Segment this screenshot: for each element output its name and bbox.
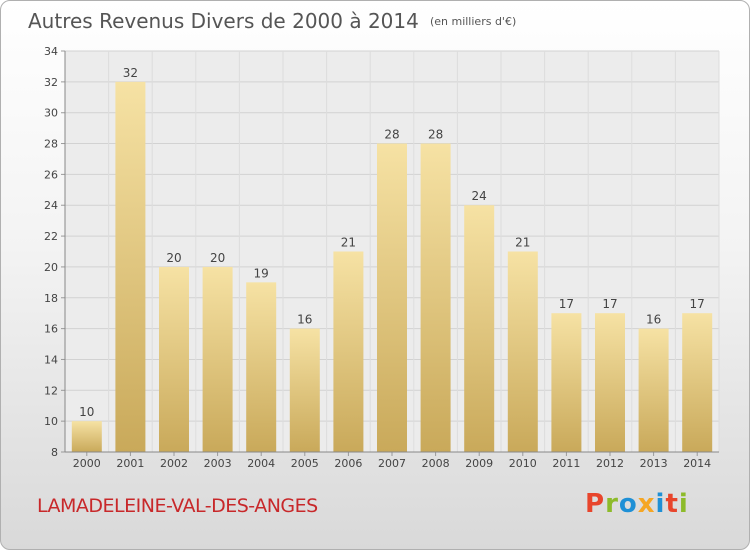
y-tick-label: 24 xyxy=(44,199,58,212)
y-tick-label: 30 xyxy=(44,107,58,120)
y-tick-label: 32 xyxy=(44,76,58,89)
x-tick-label: 2006 xyxy=(334,457,362,470)
bar xyxy=(71,421,102,452)
bar xyxy=(246,282,277,452)
bar-value-label: 17 xyxy=(559,297,574,311)
logo-letter: i xyxy=(655,489,666,519)
bar-value-label: 20 xyxy=(166,251,181,265)
x-tick-label: 2008 xyxy=(422,457,450,470)
y-tick-label: 34 xyxy=(44,45,58,58)
bar-value-label: 17 xyxy=(690,297,705,311)
bar-value-label: 20 xyxy=(210,251,225,265)
logo-letter: x xyxy=(637,489,656,519)
bar-value-label: 32 xyxy=(123,66,138,80)
logo-letter: i xyxy=(678,489,689,519)
bar-value-label: 24 xyxy=(472,189,487,203)
x-tick-label: 2014 xyxy=(683,457,711,470)
logo-letter: t xyxy=(665,489,679,519)
bar-value-label: 19 xyxy=(254,266,269,280)
bar-value-label: 28 xyxy=(384,128,399,142)
bar xyxy=(159,266,189,452)
y-tick-label: 14 xyxy=(44,353,58,366)
x-tick-label: 2002 xyxy=(160,457,188,470)
bar xyxy=(551,313,582,452)
y-tick-label: 10 xyxy=(44,415,58,428)
bar xyxy=(115,81,146,452)
bar-value-label: 28 xyxy=(428,128,443,142)
x-tick-label: 2010 xyxy=(509,457,537,470)
x-tick-label: 2011 xyxy=(552,457,580,470)
x-tick-label: 2013 xyxy=(640,457,668,470)
bar xyxy=(507,251,538,452)
city-name: LAMADELEINE-VAL-DES-ANGES xyxy=(37,495,318,517)
bar xyxy=(420,143,451,453)
bar xyxy=(682,313,713,452)
bar-value-label: 17 xyxy=(602,297,617,311)
bar xyxy=(377,143,407,453)
bar-value-label: 21 xyxy=(341,236,356,250)
bar xyxy=(289,328,320,452)
x-tick-label: 2003 xyxy=(204,457,232,470)
x-tick-label: 2009 xyxy=(465,457,493,470)
chart-title-text: Autres Revenus Divers de 2000 à 2014 xyxy=(28,9,419,33)
chart-unit: (en milliers d'€) xyxy=(429,15,517,28)
logo-letter: r xyxy=(605,489,619,519)
bar xyxy=(464,205,495,452)
y-tick-label: 26 xyxy=(44,168,58,181)
x-tick-label: 2005 xyxy=(291,457,319,470)
logo-letter: o xyxy=(618,489,638,519)
bars xyxy=(71,81,713,453)
y-tick-label: 22 xyxy=(44,230,58,243)
bar xyxy=(595,313,625,452)
y-tick-label: 12 xyxy=(44,384,58,397)
x-tick-label: 2000 xyxy=(73,457,101,470)
logo-letter: P xyxy=(585,489,606,519)
x-tick-label: 2004 xyxy=(247,457,275,470)
y-tick-label: 28 xyxy=(44,138,58,151)
x-tick-label: 2007 xyxy=(378,457,406,470)
y-tick-label: 18 xyxy=(44,292,58,305)
y-tick-label: 8 xyxy=(51,446,58,459)
proxiti-logo: Proxiti xyxy=(585,489,689,519)
bar-value-label: 16 xyxy=(646,313,661,327)
bar-chart: 10 32 20 20 19 16 21 28 28 24 21 17 17 16 17 8 10 12 14 16… xyxy=(44,45,720,470)
bar xyxy=(202,266,233,452)
chart-title: Autres Revenus Divers de 2000 à 2014 (en… xyxy=(28,9,516,33)
bar xyxy=(638,328,669,452)
y-tick-label: 16 xyxy=(44,323,58,336)
data-labels: 10 32 20 20 19 16 21 28 28 24 21 17 17 16 17 xyxy=(79,66,705,419)
bar-value-label: 21 xyxy=(515,236,530,250)
axes: 8 10 12 14 16 18 20 22 24 26 28 30 32 34 2000 2001 2002 2… xyxy=(44,45,719,470)
bar-value-label: 16 xyxy=(297,313,312,327)
y-tick-label: 20 xyxy=(44,261,58,274)
bar xyxy=(333,251,364,452)
x-tick-label: 2001 xyxy=(116,457,144,470)
bar-value-label: 10 xyxy=(79,405,94,419)
x-tick-label: 2012 xyxy=(596,457,624,470)
